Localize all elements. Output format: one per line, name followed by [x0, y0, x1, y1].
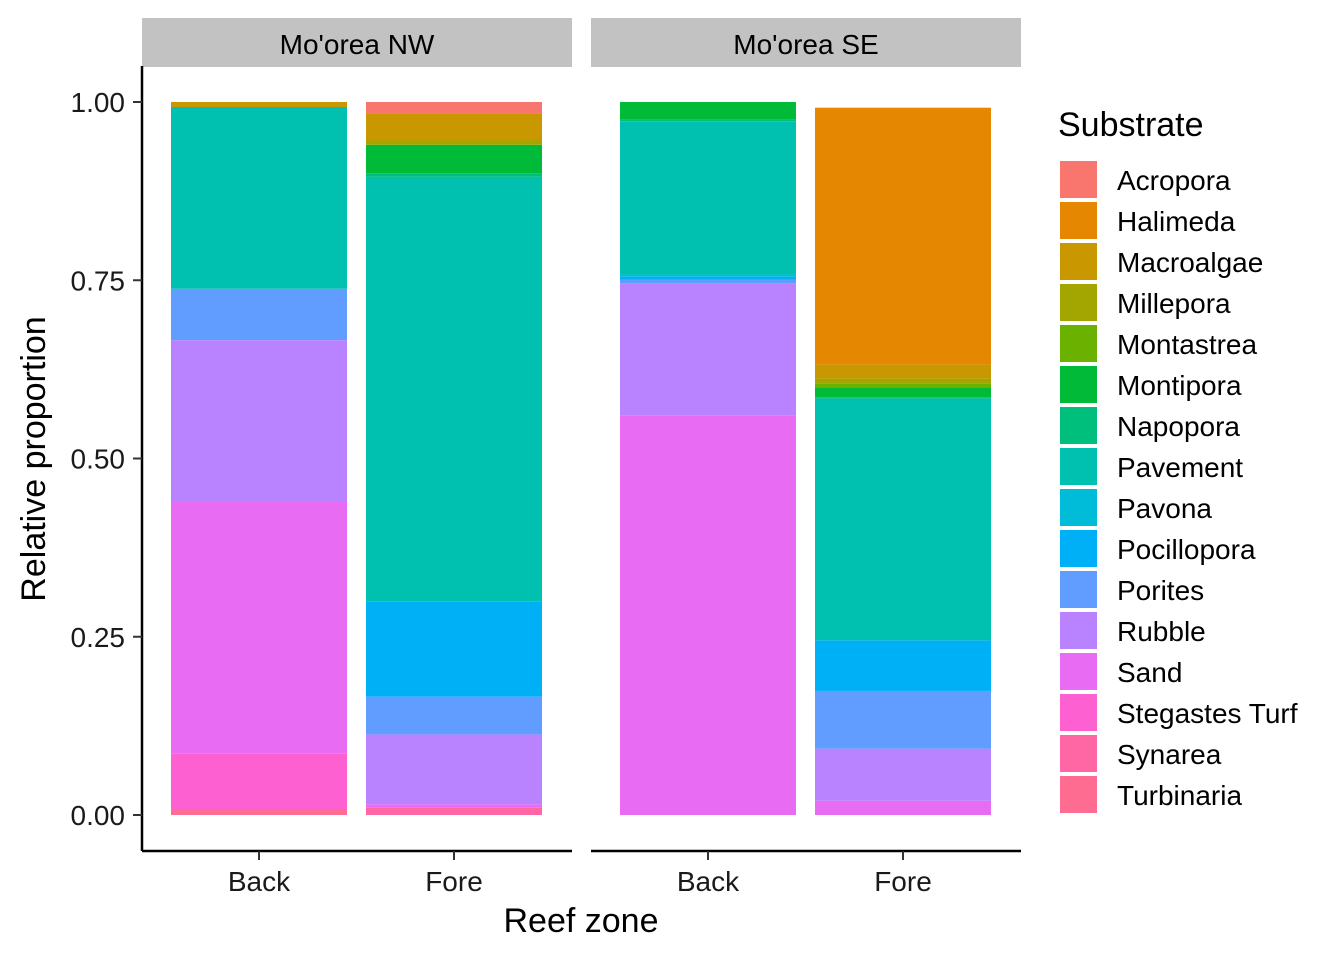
- facet-title: Mo'orea NW: [280, 29, 435, 60]
- legend-key-rubble: [1060, 612, 1097, 649]
- legend: Substrate Acropora Halimeda Macroalgae Mill…: [1058, 106, 1298, 813]
- legend-label: Montipora: [1117, 370, 1242, 401]
- x-tick-label: Fore: [425, 866, 483, 897]
- legend-label: Napopora: [1117, 411, 1240, 442]
- bar-segment-porites: [620, 279, 796, 284]
- y-axis-title: Relative proportion: [15, 316, 53, 601]
- legend-key-turbinaria: [1060, 776, 1097, 813]
- bar-segment-halimeda: [815, 107, 991, 365]
- bar-fore: [366, 102, 542, 815]
- bar-segment-sand: [815, 800, 991, 815]
- legend-key-montipora: [1060, 366, 1097, 403]
- bar-segment-sand: [366, 804, 542, 808]
- bar-segment-porites: [815, 690, 991, 749]
- legend-label: Turbinaria: [1117, 780, 1242, 811]
- legend-key-macroalgae: [1060, 243, 1097, 280]
- bar-segment-pavement: [171, 106, 347, 289]
- legend-key-millepora: [1060, 284, 1097, 321]
- legend-title: Substrate: [1058, 106, 1204, 144]
- legend-label: Millepora: [1117, 288, 1231, 319]
- legend-label: Pocillopora: [1117, 534, 1256, 565]
- facet-title: Mo'orea SE: [733, 29, 878, 60]
- panel-mo-orea-nw: Mo'orea NW Back Fore: [142, 18, 572, 897]
- bar-segment-sand: [620, 415, 796, 815]
- legend-label: Montastrea: [1117, 329, 1257, 360]
- bar-segment-macroalgae: [366, 113, 542, 141]
- legend-label: Acropora: [1117, 165, 1231, 196]
- y-ticks: 0.00 0.25 0.50 0.75 1.00: [71, 87, 142, 831]
- legend-label: Pavona: [1117, 493, 1212, 524]
- legend-key-synarea: [1060, 735, 1097, 772]
- legend-key-sand: [1060, 653, 1097, 690]
- legend-key-porites: [1060, 571, 1097, 608]
- facet-strip: [142, 18, 572, 67]
- bar-segment-pavement: [366, 176, 542, 602]
- bar-segment-montipora: [366, 144, 542, 174]
- legend-key-acropora: [1060, 161, 1097, 198]
- y-tick-label: 1.00: [71, 87, 126, 118]
- bar-back: [171, 102, 347, 815]
- bar-segment-montipora: [620, 102, 796, 120]
- y-tick-label: 0.00: [71, 800, 126, 831]
- y-tick-label: 0.75: [71, 265, 126, 296]
- legend-key-pavona: [1060, 489, 1097, 526]
- bar-segment-macroalgae: [171, 102, 347, 107]
- bar-segment-pavement: [620, 121, 796, 275]
- legend-label: Stegastes Turf: [1117, 698, 1298, 729]
- facet-strip: [591, 18, 1021, 67]
- y-tick-label: 0.50: [71, 444, 126, 475]
- legend-key-stegastes-turf: [1060, 694, 1097, 731]
- legend-key-napopora: [1060, 407, 1097, 444]
- bar-segment-porites: [171, 288, 347, 341]
- panels-layer: Mo'orea NW Back Fore Mo'orea SE Back Fore: [142, 18, 1021, 897]
- bar-segment-millepora: [366, 140, 542, 145]
- legend-label: Halimeda: [1117, 206, 1236, 237]
- bar-segment-pavement: [815, 398, 991, 641]
- bar-segment-millepora: [815, 378, 991, 384]
- bar-segment-rubble: [815, 748, 991, 801]
- bar-segment-napopora: [620, 119, 796, 122]
- bar-segment-stegastes-turf: [171, 753, 347, 811]
- bar-segment-rubble: [366, 734, 542, 805]
- bar-segment-napopora: [366, 173, 542, 177]
- bar-segment-turbinaria: [171, 810, 347, 815]
- bar-segment-acropora: [366, 102, 542, 114]
- bar-segment-pocillopora: [815, 640, 991, 691]
- bar-segment-napopora: [815, 397, 991, 399]
- bar-segment-pavona: [620, 274, 796, 277]
- bar-segment-sand: [171, 501, 347, 754]
- legend-label: Macroalgae: [1117, 247, 1263, 278]
- legend-label: Pavement: [1117, 452, 1243, 483]
- legend-label: Porites: [1117, 575, 1204, 606]
- bar-back: [620, 102, 796, 815]
- legend-label: Rubble: [1117, 616, 1206, 647]
- bar-segment-rubble: [171, 340, 347, 502]
- legend-key-montastrea: [1060, 325, 1097, 362]
- panel-mo-orea-se: Mo'orea SE Back Fore: [591, 18, 1021, 897]
- bar-segment-rubble: [620, 283, 796, 416]
- x-axis-title: Reef zone: [504, 902, 659, 940]
- bar-segment-synarea: [366, 807, 542, 815]
- legend-key-halimeda: [1060, 202, 1097, 239]
- legend-label: Synarea: [1117, 739, 1222, 770]
- x-tick-label: Fore: [874, 866, 932, 897]
- x-tick-label: Back: [228, 866, 291, 897]
- bar-segment-pocillopora: [366, 601, 542, 697]
- bar-segment-montastrea: [815, 383, 991, 388]
- legend-key-pavement: [1060, 448, 1097, 485]
- legend-key-pocillopora: [1060, 530, 1097, 567]
- x-tick-label: Back: [677, 866, 740, 897]
- legend-label: Sand: [1117, 657, 1182, 688]
- bar-segment-porites: [366, 696, 542, 735]
- bar-segment-pocillopora: [620, 276, 796, 280]
- bar-segment-montipora: [815, 387, 991, 398]
- bar-fore: [815, 107, 991, 815]
- bar-segment-macroalgae: [815, 364, 991, 379]
- y-tick-label: 0.25: [71, 622, 126, 653]
